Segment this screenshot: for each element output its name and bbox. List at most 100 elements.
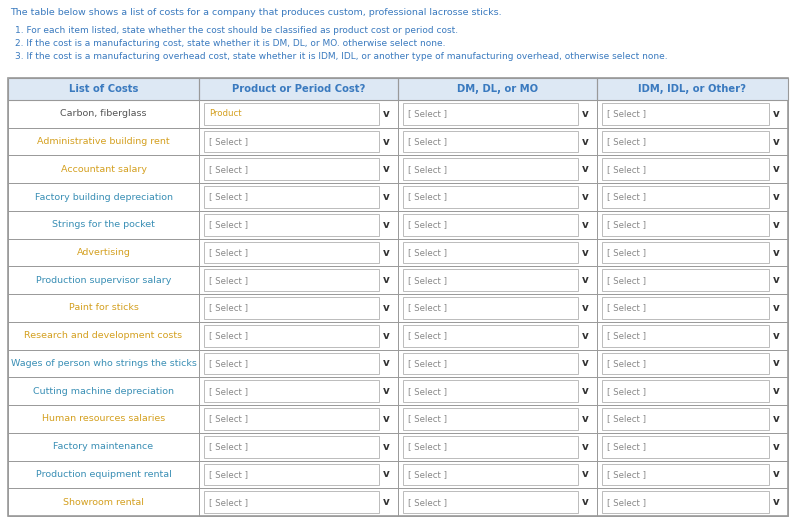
Text: Administrative building rent: Administrative building rent — [37, 137, 170, 146]
Text: v: v — [582, 331, 588, 341]
Bar — [403, 130, 578, 152]
Bar — [199, 322, 398, 350]
Text: v: v — [773, 442, 779, 452]
Text: v: v — [582, 220, 588, 230]
Text: Research and development costs: Research and development costs — [25, 331, 182, 340]
Bar — [204, 464, 379, 485]
Text: v: v — [383, 109, 389, 119]
Bar — [602, 186, 769, 208]
Bar — [199, 405, 398, 433]
Bar — [398, 239, 597, 266]
Text: v: v — [383, 247, 389, 257]
Bar — [602, 297, 769, 319]
Text: [ Select ]: [ Select ] — [408, 331, 447, 340]
Text: Strings for the pocket: Strings for the pocket — [52, 220, 155, 229]
Bar — [204, 130, 379, 152]
Bar — [597, 266, 788, 294]
Text: [ Select ]: [ Select ] — [607, 414, 646, 423]
Bar — [8, 78, 199, 100]
Text: [ Select ]: [ Select ] — [408, 303, 447, 313]
Text: Advertising: Advertising — [76, 248, 131, 257]
Text: v: v — [773, 109, 779, 119]
Bar — [199, 100, 398, 128]
Text: [ Select ]: [ Select ] — [408, 387, 447, 396]
Bar — [199, 377, 398, 405]
Text: [ Select ]: [ Select ] — [607, 220, 646, 229]
Text: v: v — [582, 164, 588, 174]
Text: [ Select ]: [ Select ] — [209, 331, 248, 340]
Text: v: v — [582, 386, 588, 396]
Text: Accountant salary: Accountant salary — [60, 165, 146, 174]
Bar — [602, 464, 769, 485]
Text: v: v — [582, 497, 588, 507]
Bar — [8, 183, 199, 211]
Bar — [204, 491, 379, 513]
Text: [ Select ]: [ Select ] — [607, 110, 646, 118]
Bar — [602, 159, 769, 180]
Text: v: v — [773, 359, 779, 369]
Text: Production supervisor salary: Production supervisor salary — [36, 276, 171, 285]
Bar — [204, 186, 379, 208]
Text: v: v — [383, 192, 389, 202]
Bar — [8, 294, 199, 322]
Bar — [204, 159, 379, 180]
Bar — [398, 488, 597, 516]
Bar — [204, 103, 379, 125]
Bar — [602, 491, 769, 513]
Text: [ Select ]: [ Select ] — [607, 137, 646, 146]
Text: [ Select ]: [ Select ] — [209, 470, 248, 479]
Text: [ Select ]: [ Select ] — [607, 442, 646, 451]
Bar — [602, 325, 769, 347]
Text: [ Select ]: [ Select ] — [607, 248, 646, 257]
Text: v: v — [582, 303, 588, 313]
Text: [ Select ]: [ Select ] — [408, 137, 447, 146]
Bar — [398, 78, 597, 100]
Text: v: v — [773, 220, 779, 230]
Bar — [204, 214, 379, 235]
Bar — [398, 350, 597, 377]
Bar — [398, 377, 597, 405]
Text: v: v — [582, 414, 588, 424]
Text: v: v — [383, 414, 389, 424]
Text: v: v — [773, 303, 779, 313]
Bar — [8, 156, 199, 183]
Text: v: v — [383, 303, 389, 313]
Bar — [403, 352, 578, 374]
Bar — [199, 294, 398, 322]
Bar — [199, 183, 398, 211]
Bar — [204, 269, 379, 291]
Bar — [8, 433, 199, 460]
Bar — [403, 103, 578, 125]
Text: v: v — [582, 359, 588, 369]
Bar — [199, 266, 398, 294]
Text: v: v — [582, 442, 588, 452]
Text: v: v — [773, 497, 779, 507]
Bar — [8, 128, 199, 156]
Bar — [403, 214, 578, 235]
Bar — [597, 460, 788, 488]
Text: [ Select ]: [ Select ] — [607, 387, 646, 396]
Text: [ Select ]: [ Select ] — [408, 359, 447, 368]
Bar — [398, 322, 597, 350]
Text: v: v — [773, 164, 779, 174]
Text: [ Select ]: [ Select ] — [408, 165, 447, 174]
Bar — [403, 242, 578, 264]
Bar — [8, 78, 788, 100]
Text: [ Select ]: [ Select ] — [209, 137, 248, 146]
Text: 1. For each item listed, state whether the cost should be classified as product : 1. For each item listed, state whether t… — [15, 26, 458, 35]
Text: [ Select ]: [ Select ] — [408, 276, 447, 285]
Bar — [403, 491, 578, 513]
Text: Cutting machine depreciation: Cutting machine depreciation — [33, 387, 174, 396]
Text: v: v — [773, 414, 779, 424]
Text: Wages of person who strings the sticks: Wages of person who strings the sticks — [10, 359, 197, 368]
Bar — [602, 214, 769, 235]
Text: [ Select ]: [ Select ] — [607, 331, 646, 340]
Text: [ Select ]: [ Select ] — [607, 165, 646, 174]
Text: v: v — [383, 220, 389, 230]
Text: [ Select ]: [ Select ] — [209, 248, 248, 257]
Text: [ Select ]: [ Select ] — [408, 414, 447, 423]
Bar — [199, 239, 398, 266]
Text: [ Select ]: [ Select ] — [209, 497, 248, 507]
Text: v: v — [582, 247, 588, 257]
Text: [ Select ]: [ Select ] — [209, 359, 248, 368]
